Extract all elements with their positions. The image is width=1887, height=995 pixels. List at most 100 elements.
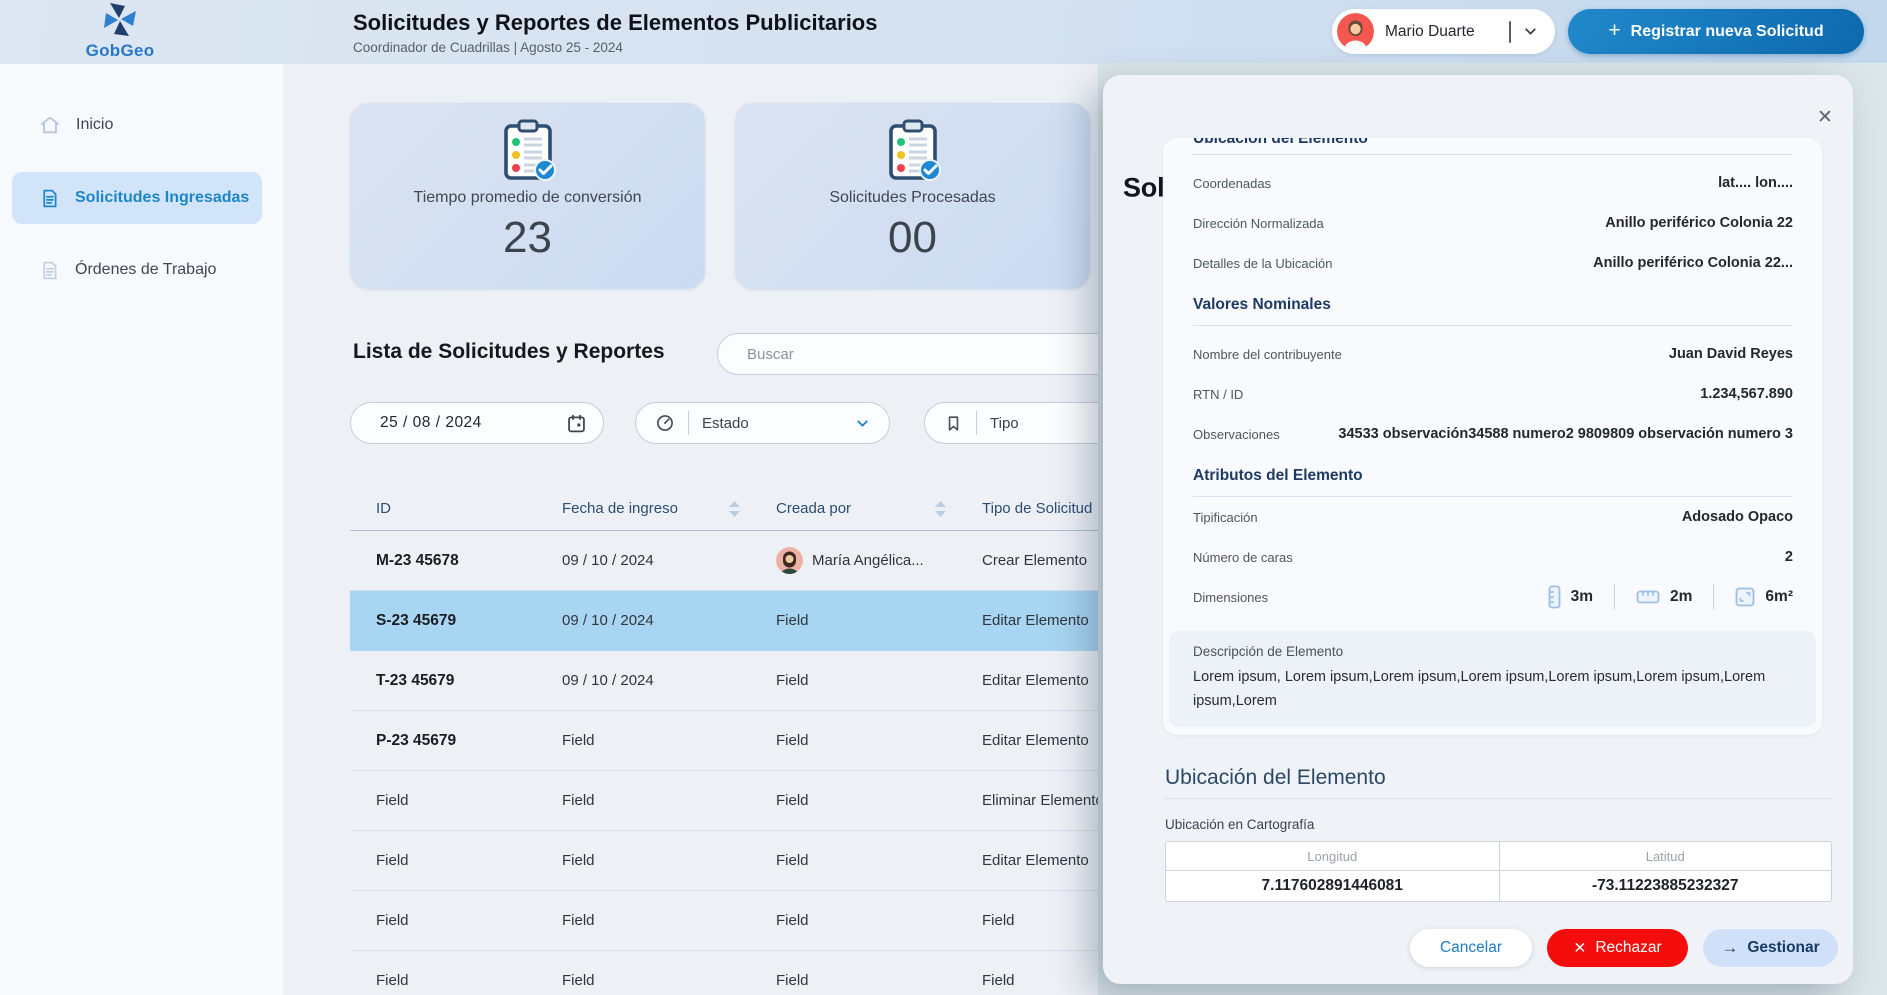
dimensiones-row: Dimensiones 3m [1163, 577, 1822, 617]
sidebar-item-label: Inicio [76, 116, 114, 133]
cell-tipo: Field [982, 972, 1015, 989]
sidebar-item-label: Órdenes de Trabajo [75, 261, 217, 278]
plus-icon: + [1608, 18, 1621, 42]
cell-id: T-23 45679 [376, 671, 455, 689]
brand-name: GobGeo [85, 41, 155, 60]
cell-id: P-23 45679 [376, 731, 457, 749]
modal-footer: Cancelar ✕ Rechazar → Gestionar [1410, 929, 1838, 967]
divider [1165, 798, 1832, 799]
table-row[interactable]: M-23 45678 09 / 10 / 2024 María Angélica… [350, 531, 1510, 591]
dimension-width: 2m [1636, 588, 1692, 606]
sidebar-item-solicitudes-ingresadas[interactable]: Solicitudes Ingresadas [12, 172, 262, 224]
search-input[interactable] [747, 345, 1167, 363]
cell-creada-name: María Angélica... [812, 552, 924, 569]
cell-creada: Field [776, 732, 809, 749]
sort-icon[interactable] [935, 500, 946, 517]
page-subtitle: Coordinador de Cuadrillas | Agosto 25 - … [353, 40, 623, 55]
field-value: 34533 observación34588 numero2 9809809 o… [1338, 426, 1793, 442]
cell-fecha: 09 / 10 / 2024 [562, 552, 654, 569]
sidebar: Inicio Solicitudes Ingresadas Órdenes de… [0, 64, 283, 995]
cell-creada: Field [776, 672, 809, 689]
sidebar-item-label: Solicitudes Ingresadas [75, 189, 250, 206]
field-row: Número de caras 2 [1163, 537, 1822, 577]
field-value: Anillo periférico Colonia 22... [1593, 255, 1793, 271]
app-header: GobGeo Solicitudes y Reportes de Element… [0, 0, 1887, 64]
sidebar-item-ordenes-de-trabajo[interactable]: Órdenes de Trabajo [12, 244, 262, 296]
close-icon[interactable]: ✕ [1810, 102, 1840, 132]
register-button[interactable]: + Registrar nueva Solicitud [1568, 9, 1864, 54]
cancel-button[interactable]: Cancelar [1410, 929, 1532, 967]
field-label: Dimensiones [1193, 589, 1269, 605]
home-icon [40, 116, 60, 134]
descripcion-block: Descripción de Elemento Lorem ipsum, Lor… [1169, 631, 1816, 727]
field-label: Observaciones [1193, 426, 1280, 442]
stat-value: 23 [503, 213, 552, 262]
field-value: Adosado Opaco [1681, 509, 1793, 525]
field-row: Tipificación Adosado Opaco [1163, 497, 1822, 537]
column-header-id[interactable]: ID [376, 500, 391, 517]
cell-id: Field [376, 792, 409, 809]
divider [1713, 584, 1715, 610]
manage-button[interactable]: → Gestionar [1703, 929, 1838, 967]
arrow-right-icon: → [1721, 938, 1739, 957]
carto-label: Ubicación en Cartografía [1165, 817, 1315, 832]
field-row: Dirección Normalizada Anillo periférico … [1163, 203, 1822, 243]
cell-creada: Field [776, 792, 809, 809]
field-label: Número de caras [1193, 549, 1293, 565]
column-header-fecha[interactable]: Fecha de ingreso [536, 500, 750, 517]
user-menu[interactable]: Mario Duarte [1332, 9, 1555, 54]
dimensiones-values: 3m 2m [1548, 584, 1793, 610]
date-filter[interactable]: 25 / 08 / 2024 [350, 402, 604, 444]
cell-fecha: Field [562, 852, 595, 869]
tipo-label: Tipo [990, 414, 1019, 432]
estado-filter[interactable]: Estado [635, 402, 890, 444]
manage-label: Gestionar [1747, 939, 1820, 956]
stat-card-tiempo-promedio: Tiempo promedio de conversión 23 [350, 103, 705, 289]
cell-id: Field [376, 912, 409, 929]
dimension-value: 6m² [1765, 588, 1793, 605]
cell-tipo: Eliminar Elemento [982, 792, 1104, 809]
cell-fecha: 09 / 10 / 2024 [562, 612, 654, 629]
column-header-creada[interactable]: Creada por [750, 500, 956, 517]
x-icon: ✕ [1573, 939, 1587, 957]
table-row[interactable]: Field Field Field Eliminar Elemento [350, 771, 1510, 831]
avatar [1337, 13, 1374, 50]
field-label: Tipificación [1193, 509, 1258, 525]
cell-tipo: Field [982, 912, 1015, 929]
table-row[interactable]: Field Field Field Editar Elemento [350, 831, 1510, 891]
avatar [776, 547, 803, 574]
column-header-tipo[interactable]: Tipo de Solicitud [982, 500, 1093, 517]
page-title: Solicitudes y Reportes de Elementos Publ… [353, 10, 878, 35]
divider [1193, 154, 1792, 155]
dimension-height: 3m [1548, 585, 1593, 609]
valores-fields: Nombre del contribuyente Juan David Reye… [1163, 334, 1822, 454]
carto-header-latitud: Latitud [1498, 842, 1831, 871]
sidebar-item-inicio[interactable]: Inicio [12, 99, 262, 151]
table-row[interactable]: P-23 45679 Field Field Editar Elemento [350, 711, 1510, 771]
field-row: Nombre del contribuyente Juan David Reye… [1163, 334, 1822, 374]
reject-button[interactable]: ✕ Rechazar [1547, 929, 1688, 967]
estado-label: Estado [702, 414, 749, 432]
detalle-panel[interactable]: Ubicación del Elemento Coordenadas lat..… [1163, 138, 1822, 735]
dimension-area: 6m² [1735, 587, 1793, 607]
table-row[interactable]: Field Field Field Field [350, 891, 1510, 951]
table-row[interactable]: T-23 45679 09 / 10 / 2024 Field Editar E… [350, 651, 1510, 711]
section-heading-valores: Valores Nominales [1193, 295, 1792, 326]
width-ruler-icon [1636, 590, 1660, 604]
table-row[interactable]: Field Field Field Field [350, 951, 1510, 995]
stat-label: Solicitudes Procesadas [829, 189, 996, 206]
divider [1614, 584, 1616, 610]
cancel-label: Cancelar [1439, 939, 1503, 956]
reject-label: Rechazar [1595, 939, 1662, 956]
cell-fecha: Field [562, 732, 595, 749]
gobgeo-logo-icon [104, 3, 136, 36]
cell-id: Field [376, 852, 409, 869]
sort-icon[interactable] [729, 500, 740, 517]
field-value: 1.234,567.890 [1700, 386, 1793, 402]
cell-creada: Field [776, 972, 809, 989]
cell-id: Field [376, 972, 409, 989]
cell-tipo: Crear Elemento [982, 552, 1088, 569]
section-heading-atributos: Atributos del Elemento [1193, 466, 1792, 497]
cell-creada: Field [776, 852, 809, 869]
